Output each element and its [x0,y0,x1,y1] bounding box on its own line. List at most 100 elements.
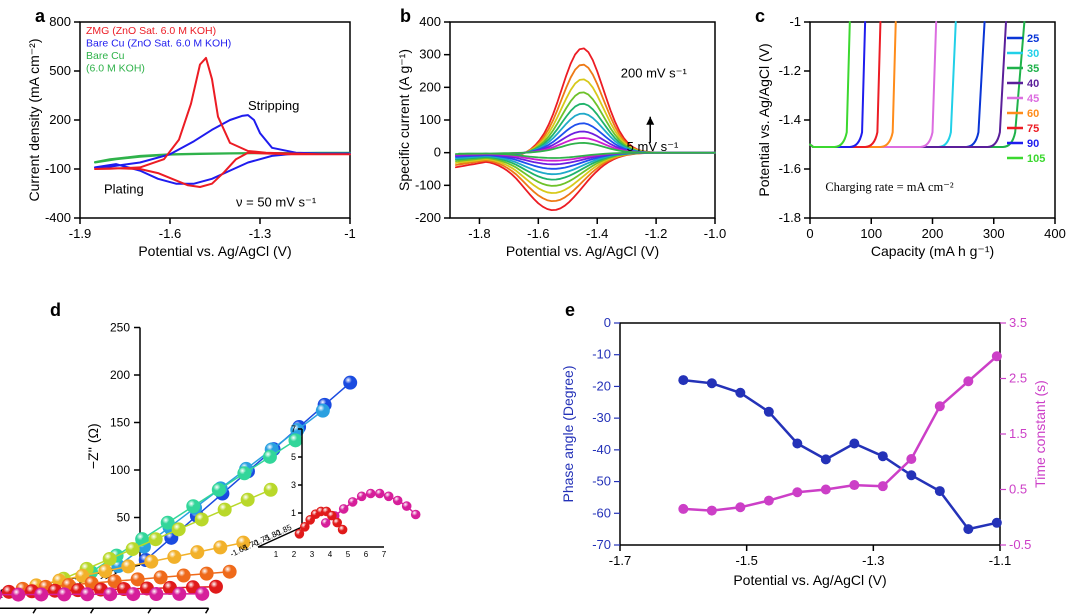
svg-text:6: 6 [364,550,369,559]
svg-text:-1: -1 [344,226,356,241]
svg-text:3: 3 [310,550,315,559]
svg-text:200: 200 [419,79,441,94]
svg-text:60: 60 [1027,108,1039,120]
svg-text:−Z'' (Ω): −Z'' (Ω) [85,423,101,469]
svg-text:Plating: Plating [104,182,144,197]
panel-d: 050100150200250−Z'' (Ω)050100150200250Z'… [35,290,505,600]
svg-text:-1.6: -1.6 [779,161,801,176]
svg-text:75: 75 [1027,123,1039,135]
svg-text:-1.3: -1.3 [862,553,884,568]
svg-text:0: 0 [806,226,813,241]
svg-text:ν = 50 mV s⁻¹: ν = 50 mV s⁻¹ [236,195,317,210]
svg-text:200: 200 [110,368,130,382]
svg-text:-1.1: -1.1 [989,553,1011,568]
panel-a: -1.9 -1.6 -1.3 -1 -400 -100 200 500 800 Potential… [25,10,360,260]
svg-text:25: 25 [1027,33,1039,45]
svg-text:-50: -50 [592,474,611,489]
svg-text:0: 0 [604,315,611,330]
panel-e: -1.7 -1.5 -1.3 -1.1 -70 -60 -50 -40 -30 -20 -10 0 -0… [555,305,1065,595]
svg-text:4: 4 [328,550,333,559]
svg-text:-40: -40 [592,442,611,457]
svg-text:Current density (mA cm⁻²): Current density (mA cm⁻²) [26,39,42,202]
svg-text:100: 100 [110,463,130,477]
svg-text:-1.6: -1.6 [527,226,549,241]
svg-text:-0.5: -0.5 [1009,537,1031,552]
svg-text:Potential vs. Ag/AgCl (V): Potential vs. Ag/AgCl (V) [506,243,659,259]
svg-text:2.5: 2.5 [1009,371,1027,386]
svg-text:-1.4: -1.4 [779,112,801,127]
panel-c: 0 100 200 300 400 -1.8 -1.6 -1.4 -1.2 -1 Capacity … [755,10,1065,260]
svg-text:200 mV s⁻¹: 200 mV s⁻¹ [621,66,688,81]
svg-text:ZMG (ZnO Sat. 6.0 M KOH): ZMG (ZnO Sat. 6.0 M KOH) [86,25,216,37]
panel-b: -1.8-1.6-1.4-1.2-1.0-200-100010020030040… [395,10,725,260]
svg-text:1: 1 [274,550,279,559]
svg-text:35: 35 [1027,63,1039,75]
svg-text:0.5: 0.5 [1009,482,1027,497]
svg-text:400: 400 [419,14,441,29]
svg-text:3: 3 [291,480,296,490]
svg-text:40: 40 [1027,78,1039,90]
svg-text:-1.8: -1.8 [468,226,490,241]
svg-text:-60: -60 [592,505,611,520]
svg-text:7: 7 [291,424,296,434]
svg-text:Potential vs. Ag/AgCl (V): Potential vs. Ag/AgCl (V) [756,43,772,196]
svg-text:200: 200 [922,226,944,241]
svg-text:300: 300 [419,47,441,62]
svg-text:90: 90 [1027,138,1039,150]
svg-text:105: 105 [1027,153,1045,165]
svg-text:5: 5 [291,452,296,462]
svg-text:-1: -1 [789,14,801,29]
svg-text:Stripping: Stripping [248,98,299,113]
svg-text:300: 300 [983,226,1005,241]
svg-text:250: 250 [110,321,130,335]
svg-text:Potential vs. Ag/AgCl (V): Potential vs. Ag/AgCl (V) [138,243,291,259]
svg-text:0: 0 [434,145,441,160]
svg-text:5: 5 [346,550,351,559]
svg-text:Specific current (A g⁻¹): Specific current (A g⁻¹) [396,49,412,191]
svg-text:7: 7 [382,550,387,559]
svg-text:100: 100 [419,112,441,127]
svg-text:-400: -400 [45,210,71,225]
svg-text:-1.6: -1.6 [159,226,181,241]
svg-text:400: 400 [1044,226,1066,241]
svg-text:2: 2 [292,550,297,559]
svg-text:-1.5: -1.5 [735,553,757,568]
svg-text:Charging rate = mA cm⁻²: Charging rate = mA cm⁻² [825,180,954,194]
svg-text:200: 200 [49,112,71,127]
svg-text:(6.0 M KOH): (6.0 M KOH) [86,63,145,75]
svg-text:5 mV s⁻¹: 5 mV s⁻¹ [627,139,679,154]
panel-d-svg: 050100150200250−Z'' (Ω)050100150200250Z'… [35,290,505,610]
svg-text:-1.3: -1.3 [249,226,271,241]
svg-text:-1.2: -1.2 [779,63,801,78]
svg-text:-30: -30 [592,410,611,425]
svg-text:-10: -10 [592,347,611,362]
svg-text:500: 500 [49,63,71,78]
panel-a-svg: -1.9 -1.6 -1.3 -1 -400 -100 200 500 800 Potential… [25,10,360,260]
svg-text:-20: -20 [592,378,611,393]
svg-text:-1.2: -1.2 [645,226,667,241]
panel-e-svg: -1.7 -1.5 -1.3 -1.1 -70 -60 -50 -40 -30 -20 -10 0 -0… [555,305,1065,595]
svg-text:1.5: 1.5 [1009,426,1027,441]
svg-text:45: 45 [1027,93,1039,105]
panel-c-svg: 0 100 200 300 400 -1.8 -1.6 -1.4 -1.2 -1 Capacity … [755,10,1065,260]
svg-text:-100: -100 [45,161,71,176]
svg-text:-1.9: -1.9 [69,226,91,241]
panel-b-svg: -1.8-1.6-1.4-1.2-1.0-200-100010020030040… [395,10,725,260]
svg-text:Bare Cu: Bare Cu [86,50,125,62]
svg-text:-1.4: -1.4 [586,226,608,241]
svg-text:150: 150 [110,416,130,430]
svg-text:800: 800 [49,14,71,29]
svg-text:-1.8: -1.8 [779,210,801,225]
svg-text:-1.7: -1.7 [609,553,631,568]
svg-text:30: 30 [1027,48,1039,60]
svg-text:3.5: 3.5 [1009,315,1027,330]
svg-text:Potential vs. Ag/AgCl (V): Potential vs. Ag/AgCl (V) [733,572,886,588]
svg-text:Bare Cu (ZnO Sat. 6.0 M KOH): Bare Cu (ZnO Sat. 6.0 M KOH) [86,38,231,50]
svg-text:-1.0: -1.0 [704,226,726,241]
svg-text:Time constant (s): Time constant (s) [1032,380,1048,488]
svg-text:-70: -70 [592,537,611,552]
svg-text:50: 50 [117,511,131,525]
svg-text:Capacity (mA h g⁻¹): Capacity (mA h g⁻¹) [871,243,994,259]
svg-text:1: 1 [291,508,296,518]
svg-text:100: 100 [860,226,882,241]
